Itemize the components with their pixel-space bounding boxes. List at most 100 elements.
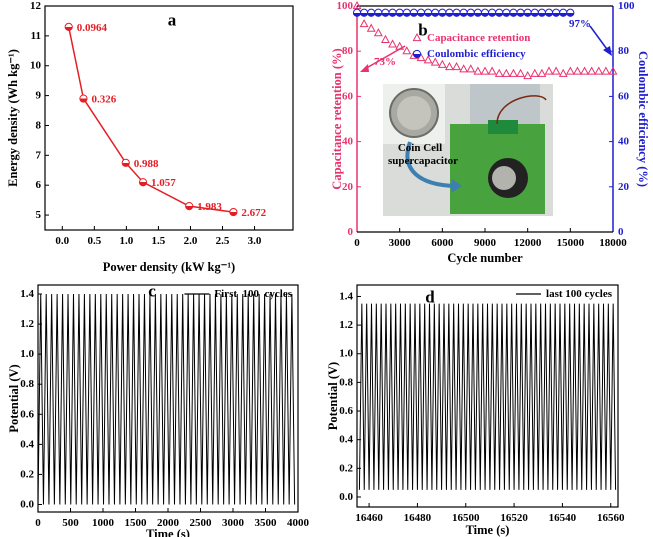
marker [551, 66, 561, 75]
marker [566, 8, 575, 17]
y-tick-label: 20 [342, 181, 354, 193]
point-label: 1.057 [151, 177, 176, 189]
marker [229, 207, 238, 217]
marker [423, 55, 433, 64]
y-tick-label: 9 [36, 90, 42, 102]
x-axis-label: Power density (kW kg⁻¹) [103, 260, 235, 274]
x-tick-label: 2.0 [184, 235, 198, 247]
x-tick-label: 1000 [92, 517, 115, 529]
marker [412, 49, 422, 59]
x-tick-label: 9000 [474, 237, 497, 249]
marker [352, 8, 362, 17]
marker [509, 8, 518, 17]
marker [395, 8, 404, 17]
series-line [37, 294, 296, 505]
x-tick-label: 16520 [500, 512, 528, 524]
x-tick-label: 1.5 [152, 235, 166, 247]
y2-tick-label: 60 [618, 90, 630, 102]
x-axis-label: Time (s) [466, 523, 510, 537]
marker [608, 66, 618, 75]
coin-cell-face [397, 96, 431, 130]
y-tick-label: 0.4 [339, 434, 353, 446]
point-label: 0.988 [134, 158, 159, 170]
marker [523, 71, 533, 80]
marker [473, 8, 482, 17]
marker [537, 8, 546, 17]
marker [388, 39, 397, 48]
marker [480, 8, 490, 17]
marker [431, 8, 440, 17]
x-axis-label: Cycle number [447, 251, 523, 265]
y-tick-label: 0.8 [339, 376, 353, 388]
marker [437, 59, 447, 68]
y-tick-label: 60 [342, 90, 354, 102]
marker [587, 66, 597, 75]
y-axis-label: Energy density (Wh kg⁻¹) [6, 49, 20, 187]
marker [430, 57, 440, 66]
y-tick-label: 0.0 [339, 491, 353, 503]
marker [488, 8, 497, 17]
marker [530, 68, 540, 77]
y-tick-label: 6 [36, 179, 42, 191]
x-tick-label: 0.0 [55, 235, 69, 247]
x-tick-label: 1.0 [120, 235, 134, 247]
marker [487, 66, 497, 75]
point-label: 0.0964 [77, 22, 108, 34]
y-axis-label: Potential (V) [326, 362, 340, 430]
y-tick-label: 7 [36, 149, 42, 161]
marker [402, 46, 412, 55]
marker [509, 68, 518, 77]
x-tick-label: 12000 [514, 237, 542, 249]
marker [352, 0, 362, 10]
marker [480, 66, 490, 75]
marker [121, 158, 130, 167]
x-tick-label: 2.5 [216, 235, 230, 247]
x-tick-label: 3500 [255, 517, 278, 529]
inset-arrow-head [451, 179, 462, 193]
y-tick-label: 0.4 [20, 438, 34, 450]
marker [366, 23, 376, 32]
marker [416, 8, 426, 17]
plot-frame [37, 284, 299, 513]
legend-label: Coulombic efficiency [427, 48, 526, 60]
marker [409, 8, 418, 17]
x-tick-label: 4000 [287, 517, 310, 529]
y-tick-label: 1.0 [339, 348, 353, 360]
marker [558, 68, 568, 77]
inset-arrow [405, 141, 456, 188]
y-tick-label: 0.8 [20, 378, 34, 390]
x-tick-label: 16460 [355, 512, 383, 524]
marker [438, 8, 447, 17]
y-tick-label: 1.4 [20, 288, 34, 300]
y-tick-label: 0.2 [339, 462, 353, 474]
marker [459, 64, 469, 73]
y-tick-label: 100 [337, 0, 354, 12]
marker [502, 8, 511, 17]
x-tick-label: 16540 [549, 512, 577, 524]
y-tick-label: 1.0 [20, 348, 34, 360]
x-tick-label: 2000 [157, 517, 180, 529]
panel-label: a [168, 11, 177, 30]
marker [501, 68, 511, 77]
marker [402, 8, 411, 17]
arrow-73 [362, 45, 406, 71]
marker [412, 32, 422, 42]
y-tick-label: 5 [36, 209, 42, 221]
x-tick-label: 3.0 [248, 235, 262, 247]
y-axis-label: Potential (V) [7, 364, 21, 432]
marker [452, 8, 461, 17]
legend-label: First 100 cycles [214, 288, 292, 300]
x-tick-label: 1500 [125, 517, 148, 529]
x-tick-label: 2500 [190, 517, 213, 529]
plot-frame [356, 284, 619, 508]
arrow-73-head [360, 64, 369, 72]
arrow-97 [589, 25, 610, 53]
point-label: 0.326 [91, 94, 116, 106]
legend-label: last 100 cycles [546, 288, 613, 300]
inset-text: Coin Cell [398, 142, 442, 154]
y2-tick-label: 80 [618, 45, 630, 57]
marker [374, 8, 383, 17]
marker [395, 41, 405, 50]
marker [530, 8, 539, 17]
